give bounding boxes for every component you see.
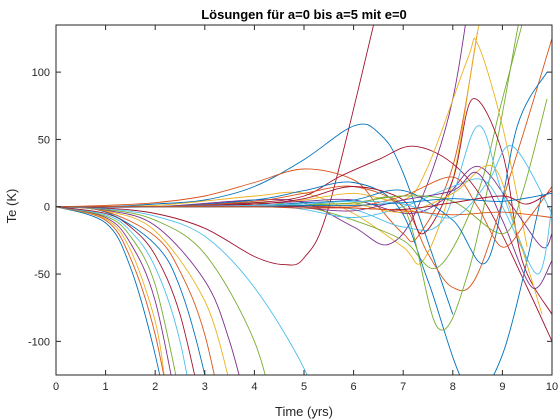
series-line-14 <box>56 25 375 266</box>
x-tick-label: 1 <box>103 381 109 393</box>
series-line-13 <box>56 206 308 375</box>
x-axis-title: Time (yrs) <box>275 404 333 419</box>
series-line-1 <box>56 206 161 375</box>
y-axis-title: Te (K) <box>4 189 19 224</box>
series-line-5 <box>56 206 177 375</box>
y-tick-labels: -100 -50 0 50 100 <box>28 67 50 348</box>
series-line-28 <box>56 98 552 315</box>
x-tick-label: 4 <box>251 381 257 393</box>
y-tick-label: -100 <box>28 336 50 348</box>
series-line-4 <box>56 206 172 375</box>
chart-title: Lösungen für a=0 bis a=5 mit e=0 <box>201 7 407 22</box>
series-line-8 <box>56 206 206 375</box>
series-line-22 <box>56 181 543 375</box>
series-line-11 <box>56 206 240 375</box>
y-tick-label: 100 <box>32 67 50 79</box>
x-tick-label: 0 <box>53 381 59 393</box>
x-tick-label: 9 <box>499 381 505 393</box>
series-line-2 <box>56 206 165 375</box>
y-tick-label: 0 <box>44 202 50 214</box>
series-line-15 <box>56 123 454 315</box>
x-tick-label: 3 <box>202 381 208 393</box>
y-tick-label: -50 <box>34 269 50 281</box>
x-tick-label: 2 <box>152 381 158 393</box>
series-line-17 <box>56 25 480 265</box>
series-layer <box>56 25 552 375</box>
x-tick-label: 5 <box>301 381 307 393</box>
x-tick-label: 10 <box>546 381 558 393</box>
series-line-37 <box>56 206 552 218</box>
series-line-7 <box>56 206 196 375</box>
x-tick-label: 8 <box>450 381 456 393</box>
series-line-3 <box>56 206 165 375</box>
series-line-9 <box>56 206 215 375</box>
series-line-6 <box>56 206 188 375</box>
axes <box>55 24 553 376</box>
x-tick-label: 7 <box>400 381 406 393</box>
series-line-12 <box>56 206 266 375</box>
y-tick-label: 50 <box>38 134 50 146</box>
x-tick-label: 6 <box>351 381 357 393</box>
x-tick-labels: 0 1 2 3 4 5 6 7 8 9 10 <box>53 381 558 393</box>
